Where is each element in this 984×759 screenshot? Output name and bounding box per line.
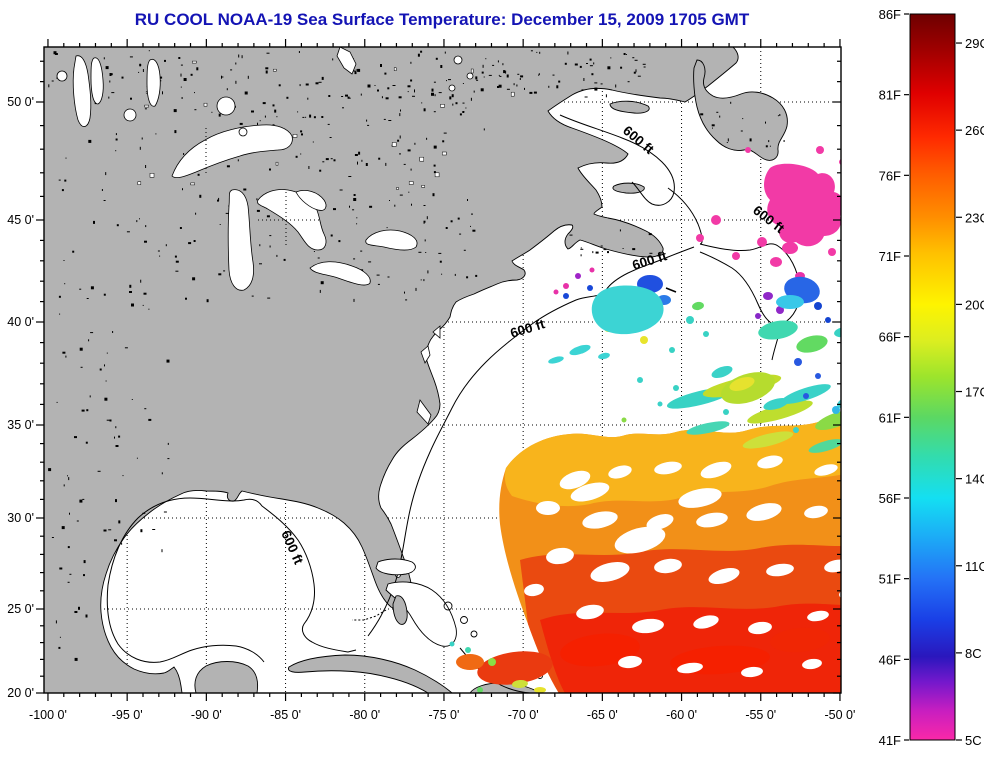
- bahama-cay: [443, 601, 453, 611]
- x-tick-label: -75 0': [429, 708, 460, 722]
- colorbar-c-label: 17C: [965, 385, 984, 400]
- colorbar-f-label: 41F: [879, 733, 901, 748]
- colorbar-c-label: 26C: [965, 123, 984, 138]
- sst-data: [449, 146, 841, 693]
- bahama-cay: [460, 616, 468, 624]
- small-lake: [238, 127, 248, 137]
- x-tick-label: -55 0': [745, 708, 776, 722]
- plot-border: [43, 46, 842, 694]
- delaware-bay: [432, 325, 441, 339]
- colorbar-labels: 86F 81F 76F 71F 66F 61F 56F 51F 46F 41F 29C 26C 23C 2…: [879, 7, 984, 748]
- quebec-reservoir: [448, 84, 456, 92]
- colorbar-f-label: 86F: [879, 7, 901, 22]
- bahamas: [375, 558, 543, 679]
- lake-superior: [171, 124, 293, 179]
- y-tick-label: 45 0': [7, 213, 34, 227]
- campeche-contour: [106, 584, 265, 663]
- plot-area: 600 ft 600 ft 600 ft 600 ft 600 ft: [44, 47, 841, 693]
- james-bay: [336, 47, 357, 75]
- y-tick-label: 50 0': [7, 95, 34, 109]
- grand-banks-contour: [699, 243, 801, 326]
- colorbar-f-label: 76F: [879, 168, 901, 183]
- great-lakes: [56, 47, 474, 578]
- florida-keys: [352, 609, 387, 621]
- yucatan: [194, 661, 259, 693]
- colorbar-c-label: 5C: [965, 733, 982, 748]
- anticosti-island: [609, 100, 650, 114]
- colorbar-gradient: [909, 13, 956, 741]
- colorbar: 86F 81F 76F 71F 66F 61F 56F 51F 46F 41F 29C 26C 23C 2…: [879, 7, 984, 748]
- colorbar-c-label: 23C: [965, 210, 984, 225]
- lake-erie: [309, 261, 371, 286]
- y-tick-label: 30 0': [7, 511, 34, 525]
- colorbar-c-label: 8C: [965, 646, 982, 661]
- bahama-cay: [470, 630, 478, 638]
- cloud-gaps: [524, 455, 841, 678]
- colorbar-f-label: 81F: [879, 88, 901, 103]
- lake-nipigon: [216, 96, 236, 116]
- quebec-reservoir: [453, 55, 463, 65]
- north-america-mainland: [44, 47, 739, 693]
- x-tick-label: -90 0': [191, 708, 222, 722]
- quebec-reservoir: [466, 72, 474, 80]
- colorbar-c-label: 14C: [965, 472, 984, 487]
- y-tick-label: 40 0': [7, 315, 34, 329]
- x-tick-label: -65 0': [587, 708, 618, 722]
- x-tick-label: -70 0': [508, 708, 539, 722]
- x-tick-label: -50 0': [825, 708, 856, 722]
- land-mass: [44, 47, 788, 693]
- pamlico-sound: [416, 399, 432, 425]
- sst-blobs: [449, 146, 841, 693]
- colorbar-f-label: 71F: [879, 249, 901, 264]
- lake-ontario: [365, 229, 418, 251]
- colorbar-f-label: 56F: [879, 491, 901, 506]
- lake-winnipeg: [72, 55, 92, 127]
- newfoundland: [693, 59, 788, 161]
- land-speckles: [48, 50, 785, 661]
- lake-manitoba: [90, 57, 104, 105]
- x-tick-label: -95 0': [112, 708, 143, 722]
- colorbar-c-label: 29C: [965, 36, 984, 51]
- y-tick-label: 35 0': [7, 418, 34, 432]
- atlantic-shelf-contour: [367, 246, 695, 637]
- little-bahama-bank: [375, 558, 416, 576]
- cuba: [287, 654, 453, 693]
- andros-island: [392, 595, 408, 625]
- lake-graticule: [205, 128, 322, 248]
- colorbar-f-label: 51F: [879, 572, 901, 587]
- x-tick-label: -100 0': [29, 708, 67, 722]
- gulf-of-mexico-contour: [107, 497, 357, 653]
- small-lake: [56, 70, 68, 82]
- georgian-bay: [295, 190, 327, 211]
- colorbar-f-label: 66F: [879, 330, 901, 345]
- chesapeake-bay: [420, 345, 431, 364]
- colorbar-f-label: 61F: [879, 410, 901, 425]
- y-tick-label: 25 0': [7, 602, 34, 616]
- colorbar-f-label: 46F: [879, 652, 901, 667]
- sable-island: [665, 287, 677, 293]
- page-title: RU COOL NOAA-19 Sea Surface Temperature:…: [135, 10, 750, 29]
- colorbar-c-label: 11C: [965, 559, 984, 574]
- colorbar-ticks: [904, 13, 962, 741]
- cabot-strait-contour: [667, 187, 703, 245]
- gulf-st-lawrence-contour: [559, 114, 675, 206]
- colorbar-c-label: 20C: [965, 297, 984, 312]
- y-axis-labels: 50 0' 45 0' 40 0' 35 0' 30 0' 25 0' 20 0': [7, 95, 34, 700]
- scotian-shelf-patch: [591, 285, 664, 335]
- y-tick-label: 20 0': [7, 686, 34, 700]
- x-tick-label: -85 0': [270, 708, 301, 722]
- northern-lake: [146, 58, 161, 107]
- x-tick-label: -60 0': [666, 708, 697, 722]
- x-tick-label: -80 0': [349, 708, 380, 722]
- small-lake: [123, 108, 137, 122]
- x-axis-labels: -100 0' -95 0' -90 0' -85 0' -80 0' -75 0' -70…: [29, 708, 855, 722]
- tick-marks: [36, 39, 841, 701]
- lake-michigan: [227, 189, 254, 291]
- cold-water-region: [764, 163, 841, 247]
